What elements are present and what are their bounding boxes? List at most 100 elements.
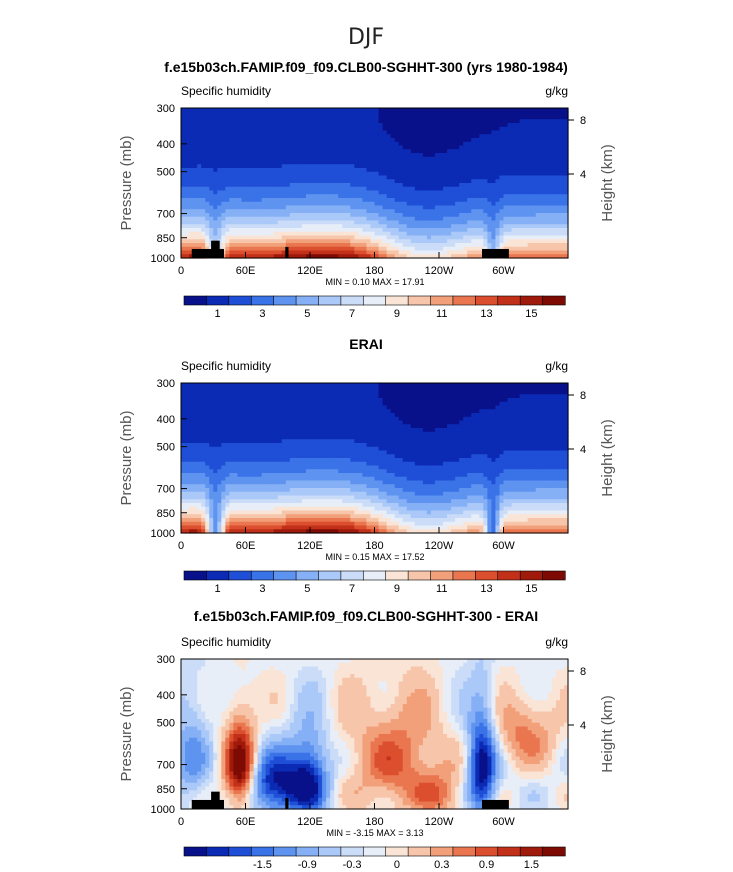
heatmap-cell — [451, 168, 456, 173]
heatmap-cell — [181, 390, 186, 395]
heatmap-cell — [511, 130, 517, 135]
heatmap-cell — [197, 134, 202, 139]
heatmap-cell — [451, 239, 456, 244]
heatmap-cell — [499, 246, 505, 252]
heatmap-cell — [563, 179, 569, 184]
heatmap-cell — [503, 420, 509, 425]
heatmap-cell — [511, 405, 517, 410]
heatmap-cell — [241, 398, 247, 403]
heatmap-cell — [366, 409, 372, 414]
heatmap-cell — [269, 224, 275, 229]
heatmap-cell — [289, 126, 295, 132]
heatmap-cell — [305, 383, 311, 388]
heatmap-cell — [559, 156, 565, 162]
heatmap-cell — [318, 111, 323, 117]
heatmap-cell — [293, 209, 299, 214]
heatmap-cell — [305, 126, 311, 132]
heatmap-cell — [237, 130, 243, 135]
heatmap-cell — [225, 394, 230, 399]
heatmap-cell — [185, 405, 190, 410]
heatmap-cell — [519, 153, 525, 158]
heatmap-cell — [370, 416, 376, 422]
heatmap-cell — [447, 383, 452, 388]
heatmap-cell — [197, 198, 202, 203]
heatmap-cell — [499, 126, 505, 132]
heatmap-cell — [471, 209, 476, 214]
heatmap-cell — [386, 398, 392, 403]
heatmap-cell — [281, 201, 287, 207]
heatmap-cell — [273, 108, 279, 113]
heatmap-cell — [406, 209, 412, 214]
heatmap-cell — [217, 119, 222, 124]
heatmap-cell — [249, 123, 255, 128]
heatmap-cell — [455, 416, 460, 422]
heatmap-cell — [261, 390, 267, 395]
heatmap-cell — [455, 401, 460, 407]
heatmap-cell — [382, 243, 388, 248]
heatmap-cell — [237, 231, 243, 237]
heatmap-cell — [386, 149, 392, 154]
heatmap-cell — [209, 111, 214, 117]
heatmap-cell — [334, 383, 339, 388]
heatmap-cell — [338, 171, 343, 177]
heatmap-cell — [467, 190, 472, 195]
heatmap-cell — [301, 401, 307, 407]
heatmap-cell — [245, 424, 251, 429]
heatmap-cell — [265, 420, 271, 425]
heatmap-cell — [209, 183, 214, 188]
heatmap-cell — [459, 246, 464, 252]
heatmap-cell — [245, 186, 251, 192]
heatmap-cell — [297, 220, 303, 225]
heatmap-cell — [277, 228, 283, 233]
heatmap-cell — [193, 164, 198, 169]
y-axis-right-label: Height (km) — [599, 144, 616, 222]
heatmap-cell — [354, 220, 359, 225]
heatmap-cell — [233, 119, 239, 124]
heatmap-cell — [185, 216, 190, 222]
heatmap-cell — [233, 405, 239, 410]
heatmap-cell — [543, 164, 549, 169]
heatmap-cell — [523, 246, 529, 252]
heatmap-cell — [233, 186, 239, 192]
heatmap-cell — [181, 216, 186, 222]
heatmap-cell — [503, 246, 509, 252]
heatmap-cell — [539, 390, 545, 395]
heatmap-cell — [261, 383, 267, 388]
heatmap-cell — [261, 119, 267, 124]
heatmap-cell — [402, 190, 408, 195]
heatmap-cell — [511, 153, 517, 158]
heatmap-cell — [451, 401, 456, 407]
heatmap-cell — [241, 235, 247, 240]
heatmap-cell — [479, 119, 484, 124]
heatmap-cell — [539, 250, 545, 255]
heatmap-cell — [245, 126, 251, 132]
heatmap-cell — [305, 149, 311, 154]
heatmap-cell — [535, 183, 541, 188]
heatmap-cell — [305, 179, 311, 184]
heatmap-cell — [269, 186, 275, 192]
heatmap-cell — [209, 164, 214, 169]
heatmap-cell — [507, 149, 513, 154]
heatmap-cell — [455, 394, 460, 399]
heatmap-cell — [237, 209, 243, 214]
heatmap-cell — [346, 183, 351, 188]
heatmap-cell — [402, 216, 408, 222]
heatmap-cell — [205, 175, 210, 180]
heatmap-cell — [293, 119, 299, 124]
heatmap-cell — [358, 224, 364, 229]
heatmap-cell — [346, 398, 351, 403]
heatmap-cell — [354, 145, 359, 150]
heatmap-cell — [547, 394, 553, 399]
heatmap-cell — [245, 175, 251, 180]
heatmap-cell — [378, 383, 384, 388]
heatmap-cell — [406, 250, 412, 255]
heatmap-cell — [245, 179, 251, 184]
heatmap-cell — [334, 160, 339, 165]
heatmap-cell — [378, 126, 384, 132]
heatmap-cell — [398, 175, 404, 180]
heatmap-cell — [455, 168, 460, 173]
heatmap-cell — [237, 405, 243, 410]
heatmap-cell — [443, 401, 448, 407]
heatmap-cell — [318, 145, 323, 150]
heatmap-cell — [475, 171, 480, 177]
